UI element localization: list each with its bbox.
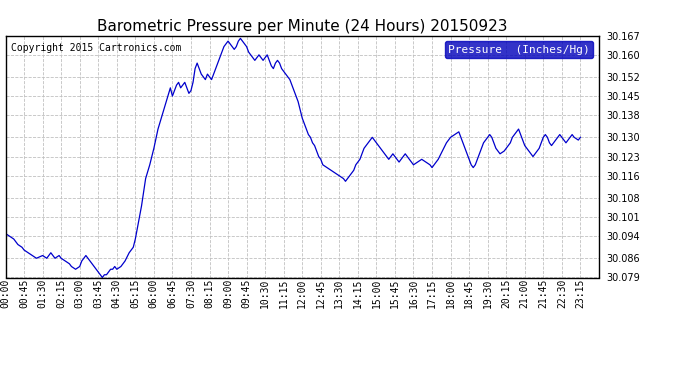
Title: Barometric Pressure per Minute (24 Hours) 20150923: Barometric Pressure per Minute (24 Hours…: [97, 20, 507, 34]
Text: Copyright 2015 Cartronics.com: Copyright 2015 Cartronics.com: [12, 43, 182, 53]
Legend: Pressure  (Inches/Hg): Pressure (Inches/Hg): [445, 41, 593, 58]
